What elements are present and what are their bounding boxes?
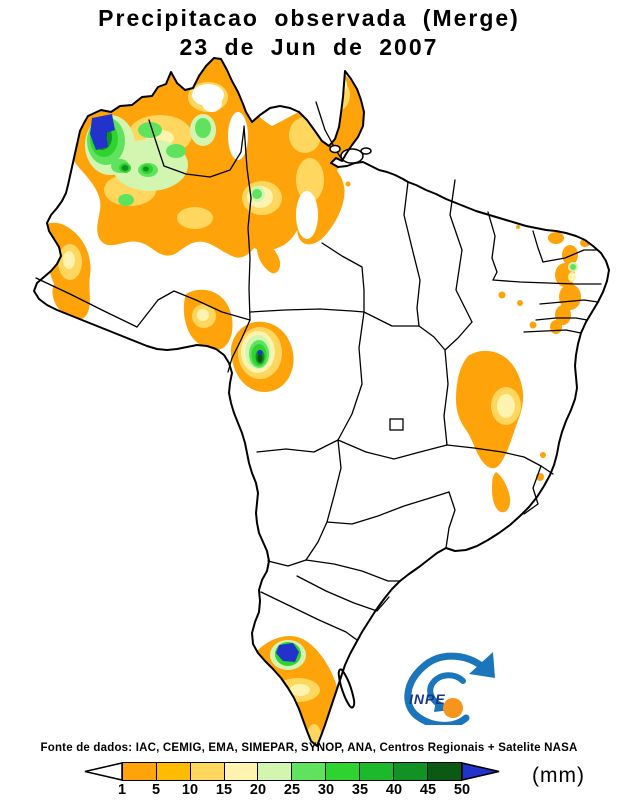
title-line-1: Precipitacao observada (Merge)	[98, 5, 520, 31]
map-title: Precipitacao observada (Merge) 23 de Jun…	[0, 4, 618, 62]
legend-cell	[291, 762, 327, 781]
legend-tick: 40	[385, 782, 403, 798]
legend-cell	[122, 762, 158, 781]
logo-swirl-inner	[427, 672, 466, 709]
logo-swirl-outer	[404, 652, 487, 725]
precip-region-extreme	[90, 114, 299, 662]
legend-tick: 1	[117, 782, 127, 798]
legend-tick: 5	[151, 782, 161, 798]
logo-caption-bar: UNIDADE DE PESQUISA DO MCTIC	[399, 728, 513, 734]
legend-tick: 45	[419, 782, 437, 798]
legend-cell	[426, 762, 462, 781]
legend-cell	[325, 762, 361, 781]
legend-cell	[358, 762, 395, 781]
dry-holes	[192, 84, 318, 239]
data-source-line: Fonte de dados: IAC, CEMIG, EMA, SIMEPAR…	[40, 742, 578, 754]
legend-unit-label: (mm)	[532, 764, 585, 787]
precip-layer	[45, 58, 590, 746]
inpe-logo-mark: INPE	[404, 652, 495, 725]
title-line-2: 23 de Jun de 2007	[179, 33, 439, 60]
logo-acronym: INPE	[409, 691, 446, 707]
legend-tick: 50	[453, 782, 471, 798]
legend-cell	[189, 762, 226, 781]
legend-cell	[155, 762, 192, 781]
legend-underflow-arrow	[84, 762, 123, 781]
legend-tick-labels: 1 5 10 15 20 25 30 35 40 45 50	[118, 782, 470, 798]
logo-orange-globe	[443, 698, 463, 718]
distrito-federal-box	[389, 418, 404, 431]
legend-overflow-arrow	[461, 762, 500, 781]
inpe-logo: INPE UNIDADE DE PESQUISA DO MCTIC	[397, 650, 515, 736]
legend-tick: 10	[181, 782, 199, 798]
legend-tick: 25	[283, 782, 301, 798]
legend-tick: 20	[249, 782, 267, 798]
legend-cell	[392, 762, 429, 781]
legend-cell	[257, 762, 293, 781]
lagoa-dos-patos	[337, 668, 356, 709]
logo-arrowhead	[469, 652, 495, 678]
legend-colorbar	[122, 762, 462, 781]
legend-cell	[223, 762, 259, 781]
legend-tick: 15	[215, 782, 233, 798]
legend-tick: 30	[317, 782, 335, 798]
state-borders	[35, 101, 602, 641]
legend-tick: 35	[351, 782, 369, 798]
